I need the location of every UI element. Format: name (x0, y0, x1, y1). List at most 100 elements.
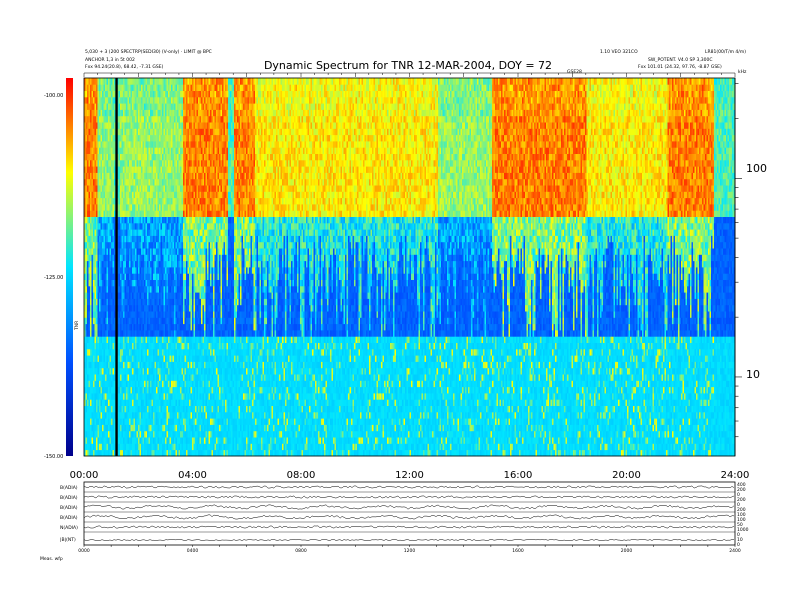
spectrogram-cell (100, 380, 103, 388)
spectrogram-cell (142, 222, 145, 230)
spectrogram-cell (117, 109, 119, 117)
spectrogram-cell (136, 355, 139, 362)
spectrogram-cell (156, 361, 158, 369)
spectrogram-cell (106, 166, 109, 173)
spectrogram-cell (96, 449, 98, 457)
spectrogram-cell (148, 115, 151, 123)
spectrogram-cell (123, 342, 125, 350)
spectrogram-cell (126, 191, 128, 199)
spectrogram-cell (96, 279, 98, 287)
spectrogram-cell (114, 241, 116, 249)
spectrogram-cell (132, 355, 134, 362)
spectrogram-cell (118, 197, 121, 205)
spectrogram-cell (148, 128, 151, 136)
spectrogram-cell (120, 311, 122, 318)
spectrogram-cell (88, 103, 91, 110)
spectrogram-cell (111, 128, 113, 136)
spectrogram-cell (165, 128, 167, 136)
spectrogram-cell (141, 355, 143, 362)
spectrogram-cell (123, 128, 125, 136)
spectrogram-cell (84, 166, 86, 173)
spectrogram-cell (160, 254, 163, 262)
spectrogram-cell (163, 443, 166, 451)
spectrogram-cell (118, 405, 121, 413)
spectrogram-cell (133, 411, 136, 419)
spectrogram-cell (130, 260, 133, 268)
spectrogram-cell (160, 248, 163, 255)
spectrogram-cell (88, 115, 91, 123)
spectrogram-cell (135, 210, 137, 217)
spectrogram-cell (106, 424, 109, 432)
spectrogram-cell (130, 304, 133, 312)
spectrogram-cell (159, 304, 161, 312)
spectrogram-cell (112, 248, 115, 255)
spectrogram-cell (99, 405, 101, 413)
spectrogram-cell (157, 241, 160, 249)
spectrogram-cell (139, 380, 142, 388)
spectrogram-cell (123, 84, 125, 91)
spectrogram-cell (100, 191, 103, 199)
spectrogram-cell (148, 430, 151, 438)
spectrogram-cell (156, 222, 158, 230)
spectrogram-cell (147, 84, 149, 91)
spectrogram-cell (132, 374, 134, 381)
spectrogram-cell (132, 204, 134, 211)
spectrogram-cell (153, 172, 155, 180)
spectrogram-cell (157, 204, 160, 211)
spectrogram-cell (121, 393, 124, 400)
spectrogram-cell (124, 197, 127, 205)
spectrogram-cell (157, 141, 160, 148)
spectrogram-cell (162, 109, 164, 117)
spectrogram-cell (163, 393, 166, 400)
spectrogram-cell (127, 254, 130, 262)
spectrogram-cell (87, 235, 89, 243)
spectrogram-cell (148, 424, 151, 432)
spectrogram-cell (84, 197, 86, 205)
spectrogram-cell (106, 210, 109, 217)
spectrogram-cell (114, 248, 116, 255)
spectrogram-cell (108, 342, 110, 350)
spectrogram-cell (118, 273, 121, 280)
spectrogram-cell (130, 159, 133, 167)
spectrogram-cell (96, 393, 98, 400)
header-right-line1: 1.10 VEO 321CO (600, 49, 638, 55)
spectrogram-cell (123, 210, 125, 217)
spectrogram-cell (123, 141, 125, 148)
spectrogram-cell (93, 260, 95, 268)
spectrogram-cell (135, 134, 137, 142)
spectrogram-cell (133, 367, 136, 375)
spectrogram-cell (145, 141, 148, 148)
spectrogram-cell (118, 96, 121, 104)
spectrogram-cell (124, 437, 127, 444)
spectrogram-cell (123, 323, 125, 331)
spectrogram-cell (114, 147, 116, 154)
spectrogram-cell (135, 405, 137, 413)
spectrogram-cell (91, 355, 94, 362)
spectrogram-cell (105, 342, 107, 350)
spectrogram-cell (103, 386, 106, 394)
spectrogram-cell (145, 411, 148, 419)
spectrogram-cell (87, 147, 89, 154)
spectrogram-cell (135, 386, 137, 394)
spectrogram-cell (91, 330, 94, 337)
spectrogram-cell (84, 449, 86, 457)
spectrogram-cell (162, 317, 164, 325)
spectrogram-cell (108, 109, 110, 117)
spectrogram-cell (94, 96, 97, 104)
spectrogram-cell (100, 374, 103, 381)
spectrogram-cell (111, 323, 113, 331)
spectrogram-cell (93, 317, 95, 325)
spectrogram-cell (127, 204, 130, 211)
spectrogram-cell (87, 336, 89, 343)
spectrogram-cell (145, 229, 148, 236)
spectrogram-cell (157, 430, 160, 438)
spectrogram-cell (132, 254, 134, 262)
spectrogram-cell (163, 405, 166, 413)
spectrogram-cell (100, 336, 103, 343)
spectrogram-cell (109, 191, 112, 199)
spectrogram-cell (105, 178, 107, 186)
spectrogram-cell (118, 78, 121, 85)
spectrogram-cell (117, 273, 119, 280)
spectrogram-cell (150, 399, 152, 406)
